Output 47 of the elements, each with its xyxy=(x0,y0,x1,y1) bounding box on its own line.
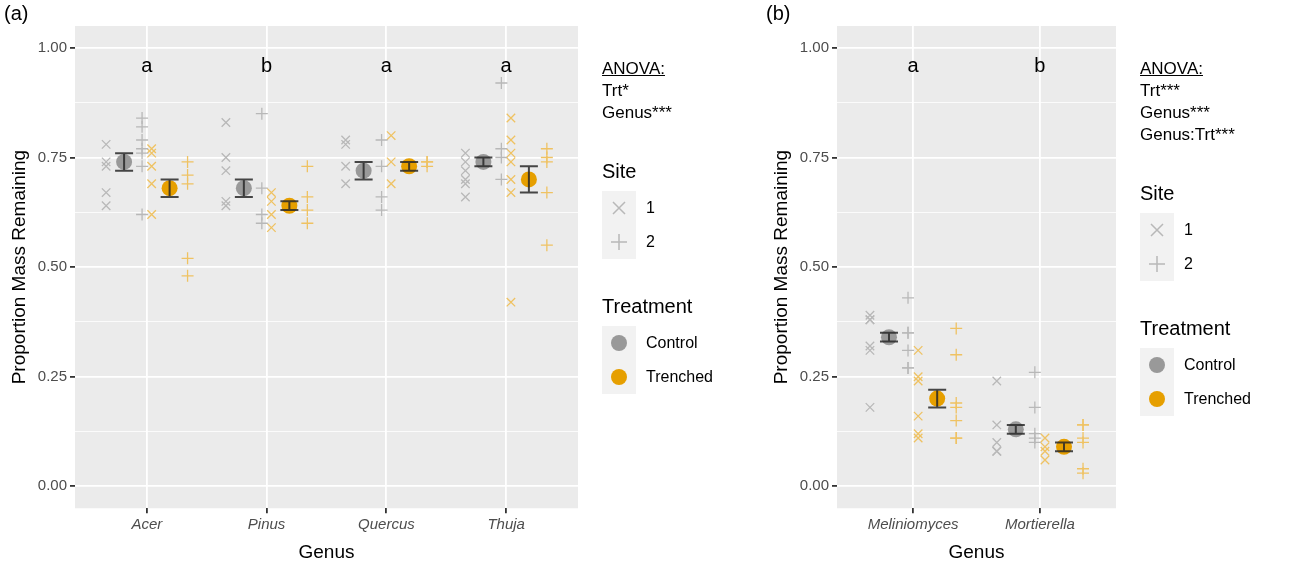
legend-label: 1 xyxy=(646,199,655,217)
text: Genus:Trt*** xyxy=(1140,124,1236,146)
x-axis-title: Genus xyxy=(298,540,355,562)
y-tick-label: 0.25 xyxy=(37,366,67,384)
legend-label: 1 xyxy=(1184,221,1193,239)
y-axis-title: Proportion Mass Remaining xyxy=(769,149,791,385)
legend-label: Control xyxy=(646,334,698,352)
text: Genus*** xyxy=(602,102,673,124)
y-tick-label: 0.50 xyxy=(799,257,829,275)
annotation: b xyxy=(261,53,273,76)
chart-title: (b) xyxy=(766,1,791,24)
y-tick-label: 0.75 xyxy=(799,147,829,165)
y-tick-label: 1.00 xyxy=(799,38,829,56)
text: Trt* xyxy=(602,80,630,102)
x-tick-label: Pinus xyxy=(247,515,286,533)
annotation: a xyxy=(380,53,393,76)
y-tick-label: 0.25 xyxy=(799,366,829,384)
text: Genus*** xyxy=(1140,102,1211,124)
y-tick-label: 0.00 xyxy=(37,476,67,494)
x-tick-label: Meliniomyces xyxy=(867,515,960,533)
text: ANOVA: xyxy=(602,58,666,80)
text: Site xyxy=(602,160,637,182)
x-tick-label: Thuja xyxy=(487,515,525,533)
y-tick-label: 1.00 xyxy=(37,38,67,56)
legend-label: Trenched xyxy=(1184,390,1251,408)
annotation: a xyxy=(141,53,154,76)
legend-label: 2 xyxy=(646,233,655,251)
x-tick-label: Quercus xyxy=(358,515,416,533)
chart-title: (a) xyxy=(4,1,29,24)
legend-label: Trenched xyxy=(646,368,713,386)
y-tick-label: 0.00 xyxy=(799,476,829,494)
text: Treatment xyxy=(602,295,693,317)
text: Treatment xyxy=(1140,317,1231,339)
x-tick-label: Acer xyxy=(130,515,164,533)
annotation: b xyxy=(1034,53,1046,76)
x-tick-label: Mortierella xyxy=(1004,515,1075,533)
annotation: a xyxy=(907,53,920,76)
text: Trt*** xyxy=(1140,80,1181,102)
text: Site xyxy=(1140,182,1175,204)
legend-label: Control xyxy=(1184,356,1236,374)
text: ANOVA: xyxy=(1140,58,1204,80)
legend-label: 2 xyxy=(1184,255,1193,273)
annotation: a xyxy=(500,53,513,76)
y-axis-title: Proportion Mass Remaining xyxy=(7,149,29,385)
y-tick-label: 0.75 xyxy=(37,147,67,165)
y-tick-label: 0.50 xyxy=(37,257,67,275)
x-axis-title: Genus xyxy=(948,540,1005,562)
